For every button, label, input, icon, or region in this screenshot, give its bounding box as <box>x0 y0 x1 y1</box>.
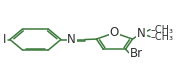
Text: I: I <box>3 33 6 46</box>
Text: N: N <box>67 33 76 46</box>
Text: N: N <box>137 27 146 40</box>
Text: Br: Br <box>130 47 143 60</box>
Text: O: O <box>110 26 119 39</box>
Text: –CH₃: –CH₃ <box>151 25 174 35</box>
Text: –CH₃: –CH₃ <box>151 32 174 42</box>
